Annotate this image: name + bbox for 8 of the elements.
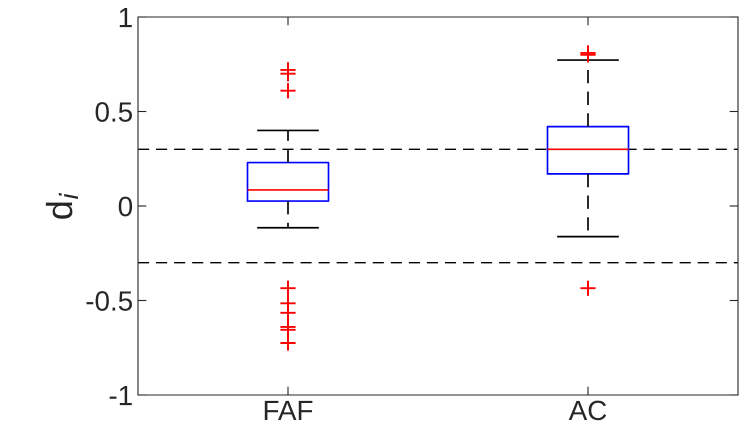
y-tick-label: -0.5	[86, 291, 132, 311]
y-tick-label: 0	[118, 196, 132, 216]
x-tick-label: AC	[568, 400, 606, 420]
y-axis-title: d$_{i}$	[46, 192, 78, 219]
y-tick-label: -1	[110, 386, 132, 406]
y-tick-label: 0.5	[96, 102, 132, 122]
x-tick-label: FAF	[264, 400, 312, 420]
y-tick-label: 1	[120, 8, 132, 28]
